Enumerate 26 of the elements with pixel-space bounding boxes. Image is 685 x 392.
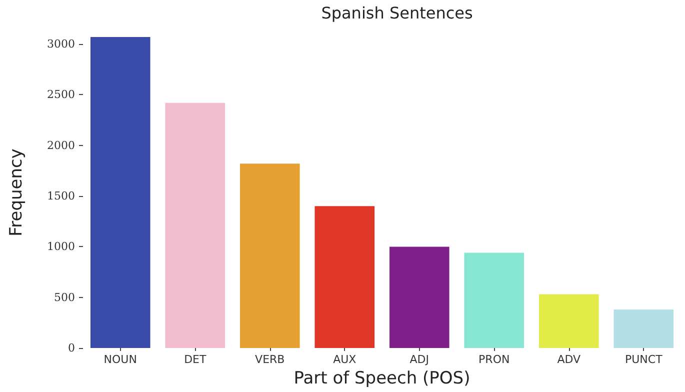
bar bbox=[240, 164, 300, 348]
bar bbox=[538, 294, 599, 348]
x-tick-label: ADJ bbox=[410, 353, 429, 366]
y-tick-label: 3000 bbox=[47, 38, 75, 51]
chart-title: Spanish Sentences bbox=[321, 4, 473, 22]
x-tick-label: DET bbox=[184, 353, 206, 366]
y-tick-label: 500 bbox=[54, 290, 75, 304]
y-tick-label: 0 bbox=[68, 342, 75, 354]
y-tick-label: 2000 bbox=[47, 138, 75, 152]
y-tick-label: 2500 bbox=[47, 88, 75, 102]
x-tick-label: NOUN bbox=[104, 353, 137, 366]
x-tick-label: PRON bbox=[478, 353, 510, 366]
bar bbox=[90, 37, 150, 348]
y-tick-label: 1000 bbox=[47, 240, 75, 254]
bar bbox=[614, 310, 674, 348]
bar bbox=[389, 246, 450, 348]
x-tick-label: PUNCT bbox=[624, 353, 663, 366]
x-tick-label: VERB bbox=[255, 353, 285, 366]
x-axis-title: Part of Speech (POS) bbox=[294, 368, 470, 388]
x-tick-label: ADV bbox=[557, 353, 582, 366]
bar bbox=[314, 206, 375, 348]
x-tick-label: AUX bbox=[333, 353, 357, 366]
bar bbox=[464, 252, 524, 348]
y-tick-label: 1500 bbox=[47, 190, 75, 203]
y-axis-title: Frequency bbox=[6, 148, 26, 236]
bar bbox=[165, 102, 226, 348]
